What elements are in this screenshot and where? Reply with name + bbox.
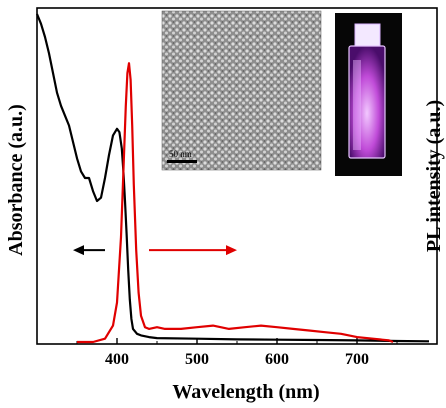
x-tick-label-500: 500 [185, 351, 209, 368]
absorbance-line [35, 13, 430, 343]
vial-cap [354, 23, 381, 47]
series-layer [35, 13, 430, 344]
annotation-arrow-right-head [226, 245, 237, 256]
y-axis-title-left: Absorbance (a.u.) [5, 104, 27, 256]
x-tick-label-400: 400 [105, 351, 129, 368]
x-tick-label-700: 700 [345, 351, 369, 368]
y-axis-title-right: PL intensity (a.u.) [423, 100, 445, 252]
tem-image [161, 10, 322, 171]
vial-inset [335, 13, 402, 176]
vial-liquid-highlight [353, 60, 361, 150]
x-axis-title: Wavelength (nm) [172, 381, 319, 403]
tem-scale-label: 50 nm [169, 149, 192, 159]
tem-inset: 50 nm [161, 10, 322, 171]
x-tick-label-600: 600 [265, 351, 289, 368]
tem-scale-bar [167, 160, 197, 163]
x-axis: 400 500 600 700 [76, 338, 398, 368]
vial-body [348, 45, 386, 159]
annotation-layer [73, 245, 237, 256]
annotation-arrow-left-head [73, 245, 84, 256]
pl-line [77, 62, 394, 344]
